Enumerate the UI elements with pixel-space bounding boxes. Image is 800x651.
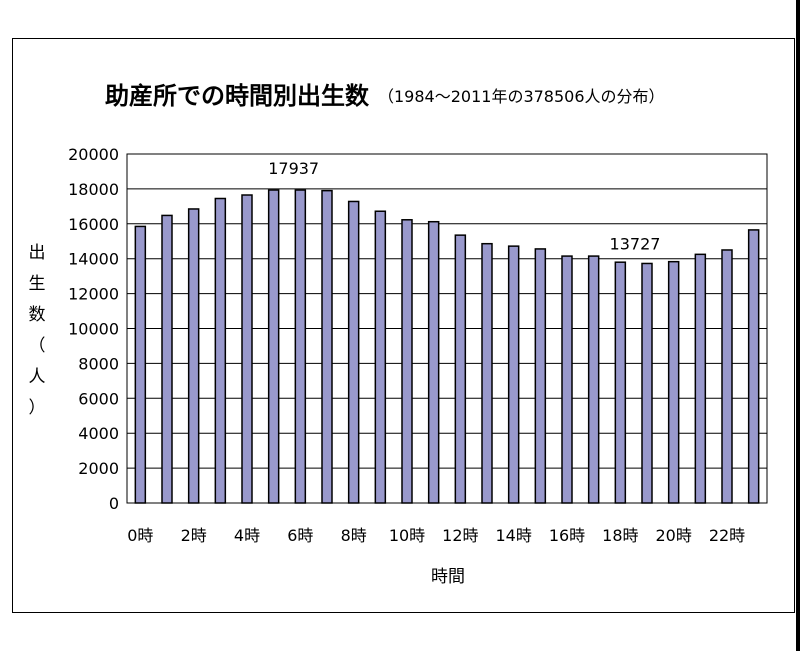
y-axis-label-char: （ [29, 336, 46, 356]
y-axis-label-char: 人 [29, 367, 46, 387]
bar-4時 [241, 194, 253, 504]
x-tick-label: 12時 [442, 526, 478, 545]
bar-1時 [161, 214, 173, 504]
y-axis-label-char: 数 [29, 305, 46, 325]
x-tick-label: 4時 [234, 526, 260, 545]
x-tick-label: 8時 [341, 526, 367, 545]
bar-14時 [507, 245, 520, 504]
bar-21時 [694, 253, 707, 504]
window-edge [796, 0, 800, 651]
x-tick-label: 14時 [495, 526, 531, 545]
y-tick-label: 14000 [68, 250, 119, 269]
bar-17時 [587, 255, 600, 504]
data-label: 13727 [610, 234, 661, 253]
data-label: 17937 [268, 159, 319, 178]
y-axis-label-char: 出 [29, 243, 46, 263]
bar-15時 [534, 248, 547, 504]
y-tick-label: 12000 [68, 285, 119, 304]
x-tick-label: 16時 [549, 526, 585, 545]
y-tick-label: 10000 [68, 320, 119, 339]
y-axis-label-char: 生 [29, 274, 46, 294]
bar-18時 [614, 261, 627, 504]
x-tick-label: 18時 [602, 526, 638, 545]
bar-19時 [641, 262, 653, 504]
bar-20時 [667, 260, 680, 504]
bar-11時 [427, 220, 440, 504]
x-axis-label: 時間 [431, 567, 465, 587]
bar-7時 [321, 189, 333, 504]
plot-area [126, 153, 768, 504]
bar-16時 [561, 255, 573, 504]
y-tick-label: 8000 [78, 354, 119, 373]
x-tick-label: 2時 [181, 526, 207, 545]
bar-9時 [374, 210, 387, 504]
y-tick-label: 0 [109, 494, 119, 513]
bar-8時 [347, 200, 360, 504]
x-tick-label: 20時 [655, 526, 691, 545]
bar-13時 [481, 242, 493, 504]
bar-12時 [454, 234, 467, 504]
y-axis-label-char: ） [29, 398, 46, 418]
chart-title: 助産所での時間別出生数 [105, 82, 370, 110]
bar-23時 [747, 229, 760, 504]
bar-6時 [294, 189, 307, 504]
y-tick-label: 20000 [68, 145, 119, 164]
bar-0時 [134, 225, 147, 504]
y-tick-label: 6000 [78, 389, 119, 408]
bar-10時 [401, 219, 413, 504]
bar-22時 [721, 249, 733, 504]
y-tick-label: 4000 [78, 424, 119, 443]
bar-3時 [214, 197, 227, 504]
x-tick-label: 10時 [389, 526, 425, 545]
x-tick-label: 6時 [287, 526, 313, 545]
x-tick-label: 22時 [709, 526, 745, 545]
y-tick-label: 2000 [78, 459, 119, 478]
y-tick-label: 16000 [68, 215, 119, 234]
x-tick-label: 0時 [127, 526, 153, 545]
bar-2時 [187, 208, 200, 504]
bar-5時 [267, 189, 280, 504]
chart-subtitle: （1984〜2011年の378506人の分布） [378, 87, 665, 106]
y-tick-label: 18000 [68, 180, 119, 199]
